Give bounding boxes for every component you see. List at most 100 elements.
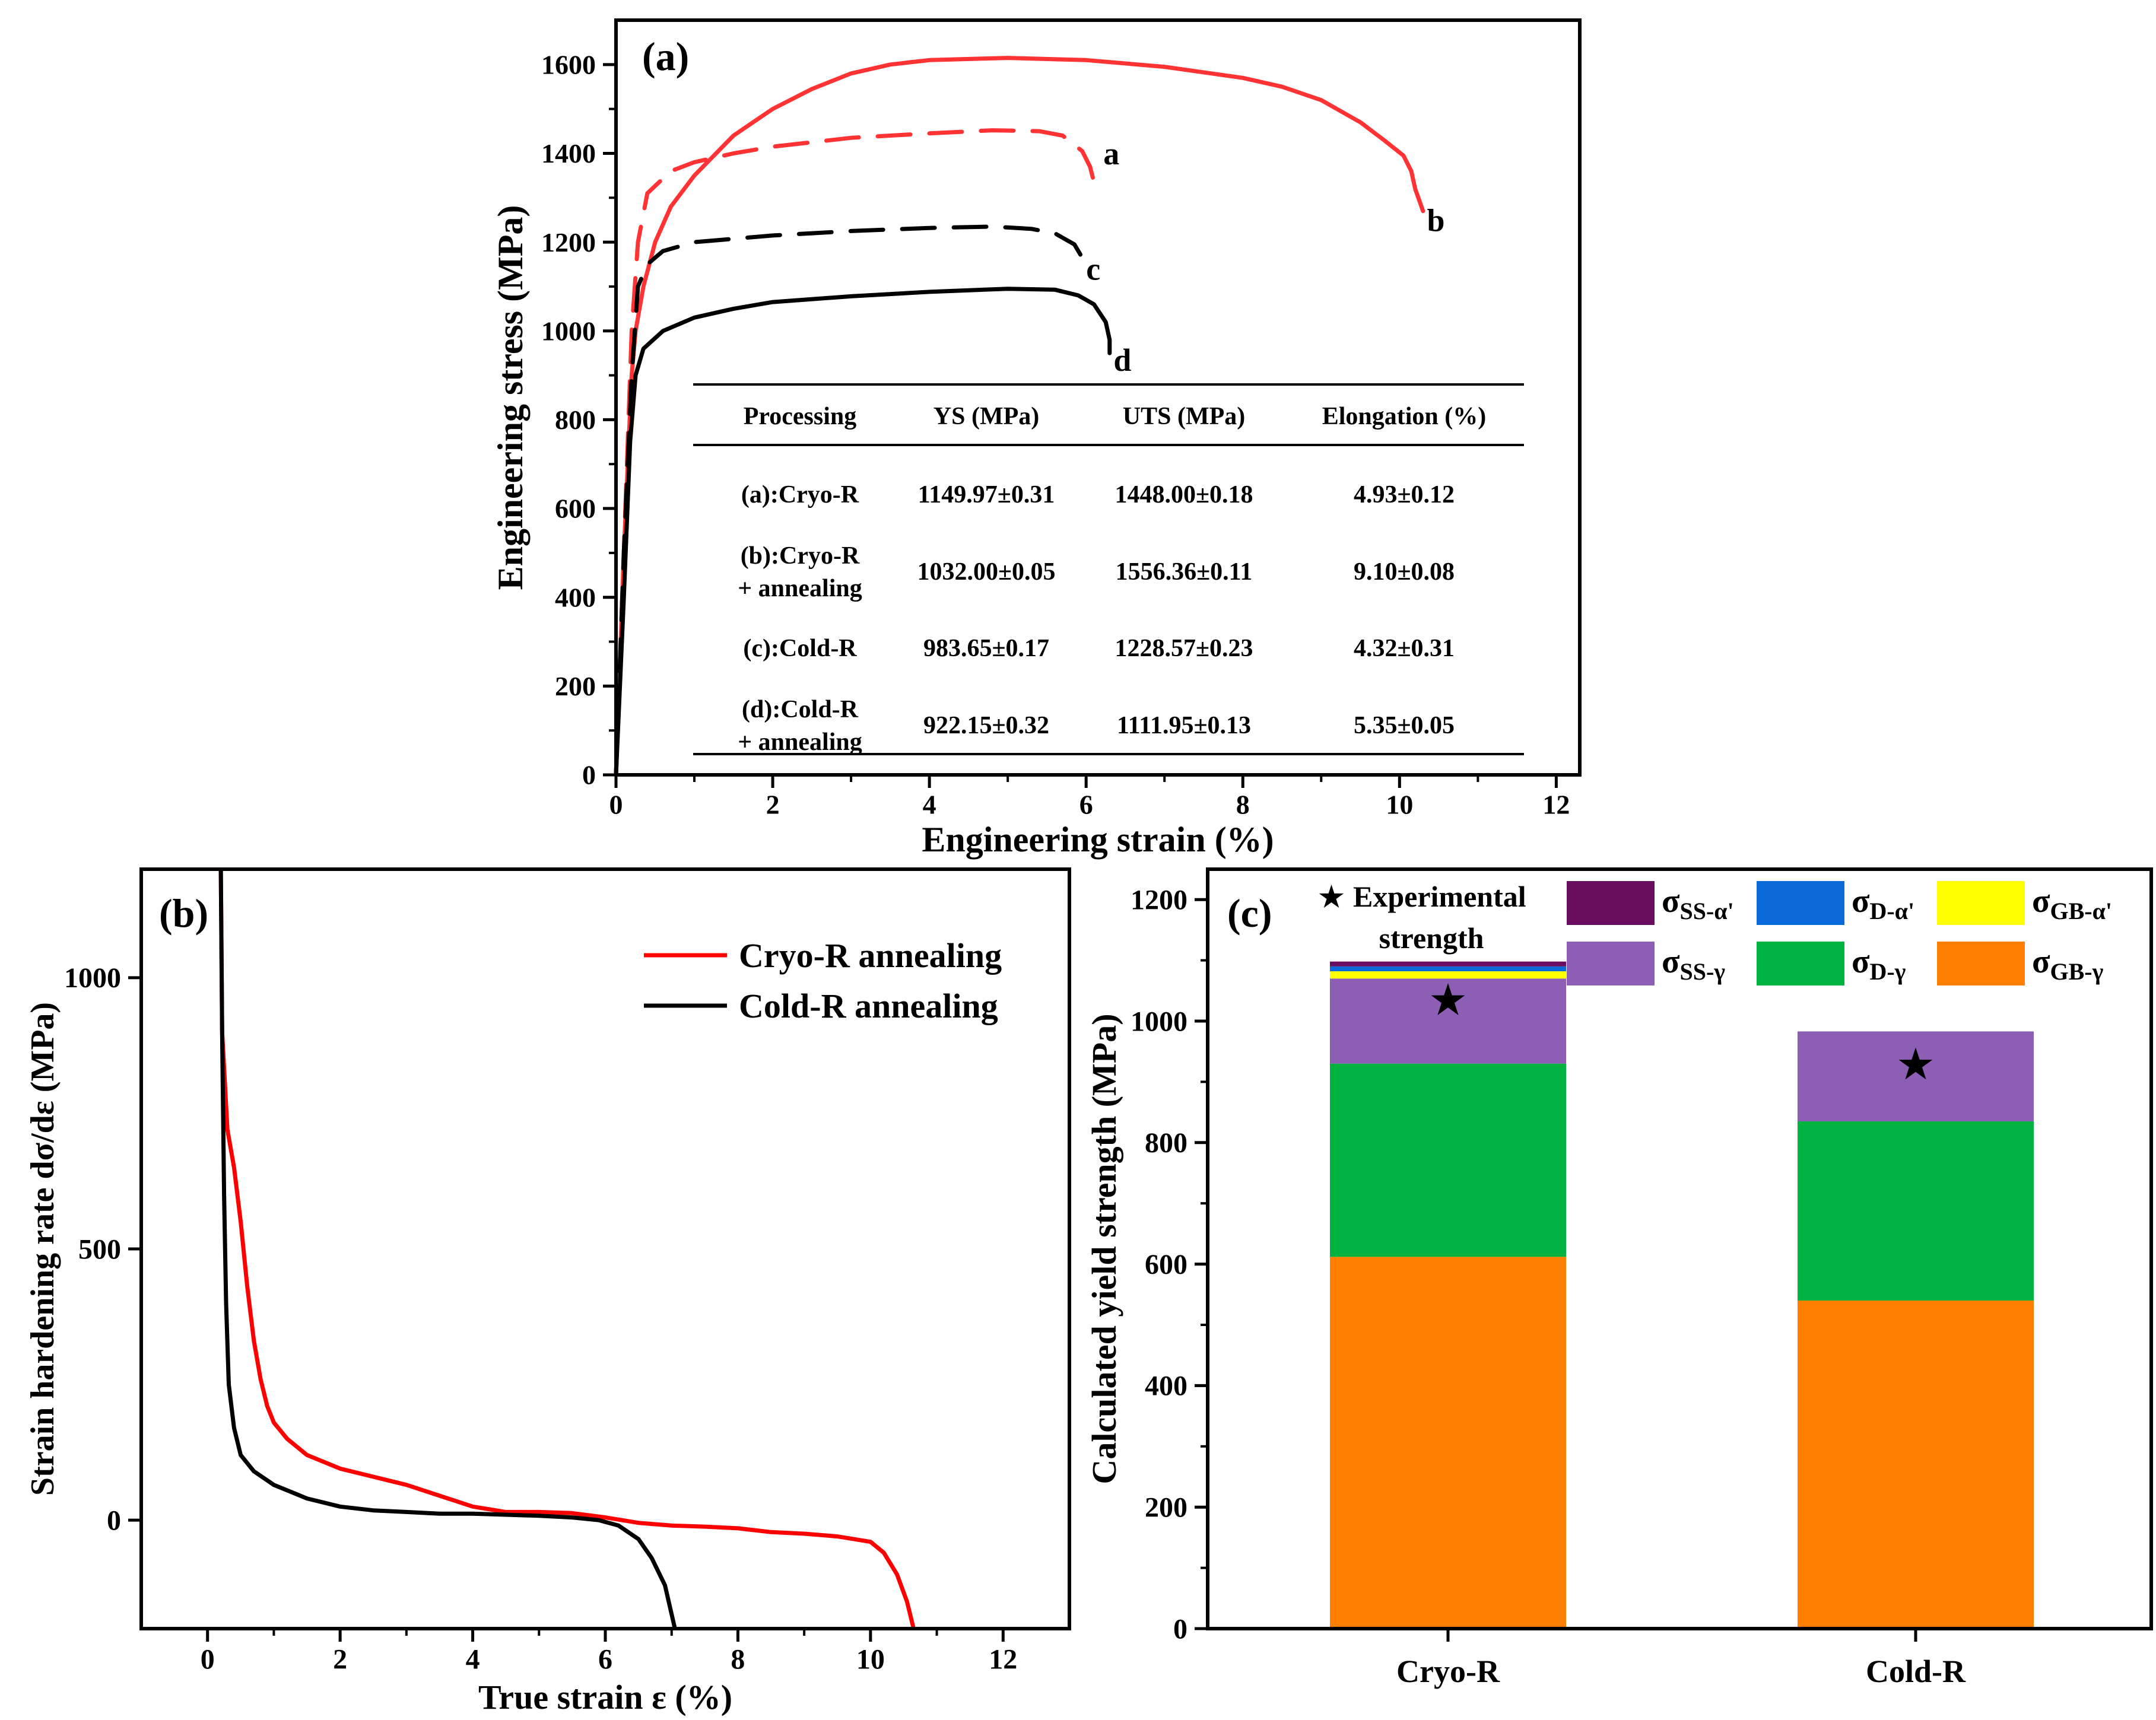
table-cell-elongation: 4.93±0.12 — [1354, 481, 1455, 508]
legend-label-subscript: D-α' — [1869, 898, 1914, 924]
experimental-strength-star: ★ — [1430, 979, 1465, 1022]
legend-experimental-label: Experimental — [1353, 880, 1526, 913]
legend-label-subscript: GB-γ — [2050, 958, 2103, 985]
panel-b-y-tick-label: 1000 — [64, 962, 121, 994]
panel-b-plot-frame — [139, 867, 1071, 1630]
legend-experimental-label-line2: strength — [1379, 921, 1484, 955]
curve-label-c: c — [1086, 252, 1100, 287]
panel-b-x-tick-label: 6 — [598, 1644, 612, 1676]
panel-b-x-axis-label: True strain ε (%) — [478, 1678, 732, 1716]
bar-segment-d — [1330, 966, 1566, 972]
panel-c-y-tick-label: 600 — [1145, 1249, 1187, 1280]
legend-label-ss: σSS-α' — [1662, 883, 1734, 924]
legend-label-gb: σGB-γ — [2032, 943, 2104, 985]
panel-c-plot-frame — [1206, 867, 2153, 1630]
panel-b-y-tick-label: 500 — [78, 1233, 121, 1265]
panel-a-x-tick-label: 10 — [1386, 790, 1413, 820]
curve-c — [614, 224, 1085, 777]
legend-swatch-gb — [1937, 942, 2025, 985]
legend-label-d: σD-γ — [1852, 943, 1906, 985]
panel-b-strain-hardening: 0 2 4 6 8 10 12 0 500 1000 (b) True strain ε (%) Str… — [24, 867, 1071, 1716]
panel-a-letter: (a) — [642, 34, 689, 79]
bar-segment-d — [1798, 1121, 2034, 1301]
panel-a-tensile-curves: a b c d 0 2 4 6 8 10 12 0 200 400 600 800 1000 1200 1400 16… — [491, 18, 1582, 859]
legend-label-cryo-r-annealing: Cryo-R annealing — [739, 936, 1002, 975]
table-cell-processing-line2: + annealing — [738, 729, 862, 756]
panel-a-y-tick-label: 1600 — [541, 49, 596, 80]
table-cell-processing-line2: + annealing — [738, 575, 862, 602]
bar-segment-ss — [1798, 1031, 2034, 1121]
legend-swatch-d — [1757, 942, 1844, 985]
panel-c-y-axis-label: Calculated yield strength (MPa) — [1085, 1013, 1123, 1484]
panel-b-letter: (b) — [159, 891, 208, 936]
panel-c-yield-strength-bars: ★ Cryo-R ★ Cold-R 0 200 400 600 800 1000 1200 (c) Ca… — [1085, 867, 2153, 1689]
bar-segment-gb — [1330, 971, 1566, 979]
category-label-cold-r: Cold-R — [1866, 1654, 1966, 1689]
legend-label-subscript: GB-α' — [2050, 898, 2112, 924]
legend-label-sigma: σ — [2032, 883, 2050, 920]
legend-label-subscript: SS-α' — [1679, 898, 1733, 924]
table-header-ys-mpa: YS (MPa) — [933, 403, 1039, 430]
curve-label-b: b — [1427, 202, 1445, 238]
curve-b — [614, 56, 1425, 777]
panel-c-y-tick-label: 1000 — [1131, 1006, 1187, 1037]
panel-c-y-tick-label: 400 — [1145, 1371, 1187, 1402]
legend-label-gb: σGB-α' — [2032, 883, 2112, 924]
table-cell-processing: (b):Cryo-R — [741, 542, 860, 570]
panel-c-y-tick-label: 1200 — [1131, 885, 1187, 916]
table-header-uts-mpa: UTS (MPa) — [1123, 403, 1245, 430]
table-cell-uts: 1111.95±0.13 — [1117, 712, 1251, 739]
legend-label-sigma: σ — [2032, 943, 2050, 980]
panel-a-y-tick-label: 0 — [582, 760, 596, 790]
curve-label-d: d — [1113, 342, 1131, 378]
panel-a-x-tick-label: 8 — [1236, 790, 1250, 820]
panel-a-x-tick-label: 2 — [766, 790, 780, 820]
bar-segment-d — [1330, 1063, 1566, 1257]
table-cell-processing: (d):Cold-R — [742, 696, 859, 723]
legend-swatch-ss — [1567, 881, 1655, 925]
legend-label-sigma: σ — [1852, 883, 1870, 920]
experimental-strength-star: ★ — [1898, 1044, 1933, 1087]
panel-a-x-tick-label: 12 — [1542, 790, 1570, 820]
panel-a-y-tick-label: 400 — [555, 582, 596, 612]
legend-experimental-star: ★ — [1319, 882, 1344, 913]
table-cell-processing: (c):Cold-R — [743, 635, 857, 662]
bar-segment-ss — [1330, 961, 1566, 966]
panel-b-curves — [218, 869, 916, 1629]
panel-b-x-tick-label: 8 — [731, 1644, 745, 1676]
curve-d — [614, 287, 1112, 777]
panel-c-y-tick-label: 0 — [1173, 1613, 1187, 1645]
panel-a-x-tick-label: 6 — [1079, 790, 1093, 820]
panel-a-x-tick-label: 4 — [923, 790, 936, 820]
panel-b-x-tick-label: 10 — [856, 1644, 885, 1676]
panel-a-y-axis-label: Engineering stress (MPa) — [491, 205, 530, 590]
curve-cold-r-annealing — [218, 869, 677, 1629]
panel-c-y-tick-label: 800 — [1145, 1127, 1187, 1159]
bar-segment-gb — [1798, 1301, 2034, 1629]
table-cell-uts: 1228.57±0.23 — [1114, 635, 1253, 662]
table-cell-elongation: 5.35±0.05 — [1354, 712, 1455, 739]
panel-a-x-tick-label: 0 — [609, 790, 623, 820]
legend-label-d: σD-α' — [1852, 883, 1914, 924]
legend-label-subscript: D-γ — [1869, 958, 1906, 985]
legend-label-subscript: SS-γ — [1679, 958, 1725, 985]
panel-a-y-tick-label: 1400 — [541, 138, 596, 168]
legend-swatch-ss — [1567, 942, 1655, 985]
table-header-elongation: Elongation (%) — [1322, 403, 1487, 430]
panel-b-x-tick-label: 2 — [333, 1644, 347, 1676]
panel-a-y-tick-label: 1000 — [541, 316, 596, 346]
category-label-cryo-r: Cryo-R — [1396, 1654, 1500, 1689]
table-cell-ys: 1032.00±0.05 — [917, 558, 1055, 586]
legend-label-cold-r-annealing: Cold-R annealing — [739, 987, 998, 1025]
table-cell-ys: 922.15±0.32 — [923, 712, 1049, 739]
legend-swatch-d — [1757, 881, 1844, 925]
table-cell-uts: 1556.36±0.11 — [1116, 558, 1253, 586]
panel-a-y-tick-label: 600 — [555, 494, 596, 524]
legend-label-sigma: σ — [1852, 943, 1870, 980]
table-cell-elongation: 9.10±0.08 — [1354, 558, 1455, 586]
bar-segment-ss — [1330, 978, 1566, 1064]
panel-a-x-axis-label: Engineering strain (%) — [922, 820, 1274, 859]
legend-swatch-gb — [1937, 881, 2025, 925]
curve-label-a: a — [1103, 136, 1119, 171]
